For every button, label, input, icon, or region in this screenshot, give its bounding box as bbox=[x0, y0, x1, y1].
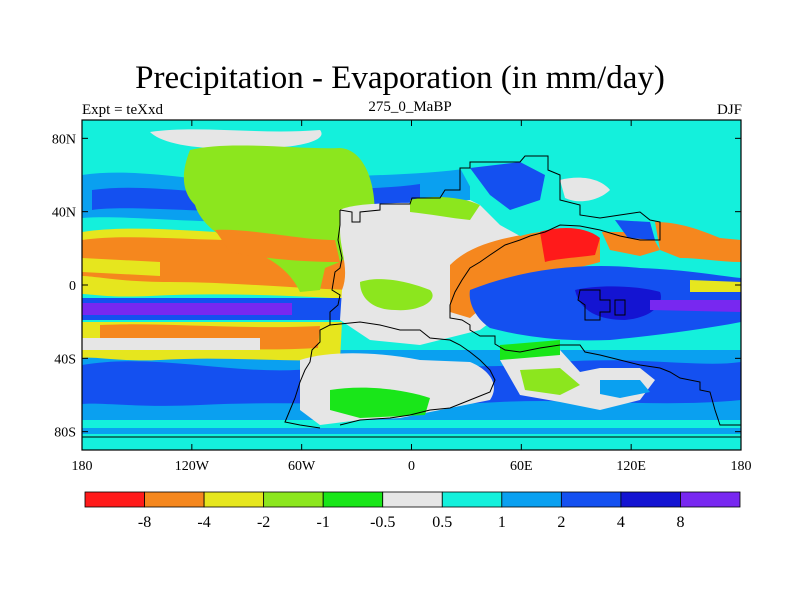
colorbar: -8 -4 -2 -1 -0.5 0.5 1 2 4 8 bbox=[84, 491, 741, 531]
colorbar-swatch bbox=[560, 491, 622, 508]
latitude-axis: 80N 40N 0 40S 80S bbox=[52, 132, 741, 441]
colorbar-label: 0.5 bbox=[432, 514, 452, 531]
colorbar-swatch bbox=[441, 491, 503, 508]
colorbar-label: 4 bbox=[617, 514, 625, 531]
coastline-outlines bbox=[82, 155, 741, 438]
colorbar-label: -8 bbox=[138, 514, 151, 531]
x-tick-label: 180 bbox=[72, 459, 93, 474]
x-tick-label: 180 bbox=[731, 459, 752, 474]
x-tick-label: 60E bbox=[510, 459, 533, 474]
colorbar-swatch bbox=[501, 491, 562, 508]
plot-title: Precipitation - Evaporation (in mm/day) bbox=[135, 60, 665, 96]
colorbar-label: -4 bbox=[197, 514, 210, 531]
y-tick-label: 40N bbox=[52, 206, 76, 221]
colorbar-swatch bbox=[144, 491, 205, 508]
y-tick-label: 80S bbox=[54, 426, 76, 441]
time-period-label: 275_0_MaBP bbox=[368, 99, 452, 115]
colorbar-swatch bbox=[620, 491, 681, 508]
y-tick-label: 40S bbox=[54, 352, 76, 367]
y-tick-label: 80N bbox=[52, 132, 76, 147]
colorbar-swatch bbox=[322, 491, 384, 508]
y-tick-label: 0 bbox=[69, 279, 76, 294]
x-tick-label: 120W bbox=[175, 459, 210, 474]
colorbar-swatch bbox=[263, 491, 324, 508]
experiment-label: Expt = teXxd bbox=[82, 102, 163, 118]
colorbar-label: -0.5 bbox=[370, 514, 395, 531]
x-tick-label: 60W bbox=[288, 459, 316, 474]
map-field bbox=[82, 120, 741, 450]
colorbar-swatch bbox=[84, 491, 145, 508]
colorbar-label: -2 bbox=[257, 514, 270, 531]
x-tick-label: 0 bbox=[408, 459, 415, 474]
season-label: DJF bbox=[716, 102, 742, 118]
colorbar-swatch bbox=[680, 491, 741, 508]
colorbar-swatch bbox=[382, 491, 443, 508]
colorbar-label: 8 bbox=[676, 514, 684, 531]
colorbar-label: 2 bbox=[557, 514, 565, 531]
longitude-axis: 180 120W 60W 0 60E 120E 180 bbox=[72, 120, 752, 474]
colorbar-swatch bbox=[203, 491, 265, 508]
colorbar-label: 1 bbox=[498, 514, 506, 531]
colorbar-label: -1 bbox=[317, 514, 330, 531]
x-tick-label: 120E bbox=[616, 459, 646, 474]
